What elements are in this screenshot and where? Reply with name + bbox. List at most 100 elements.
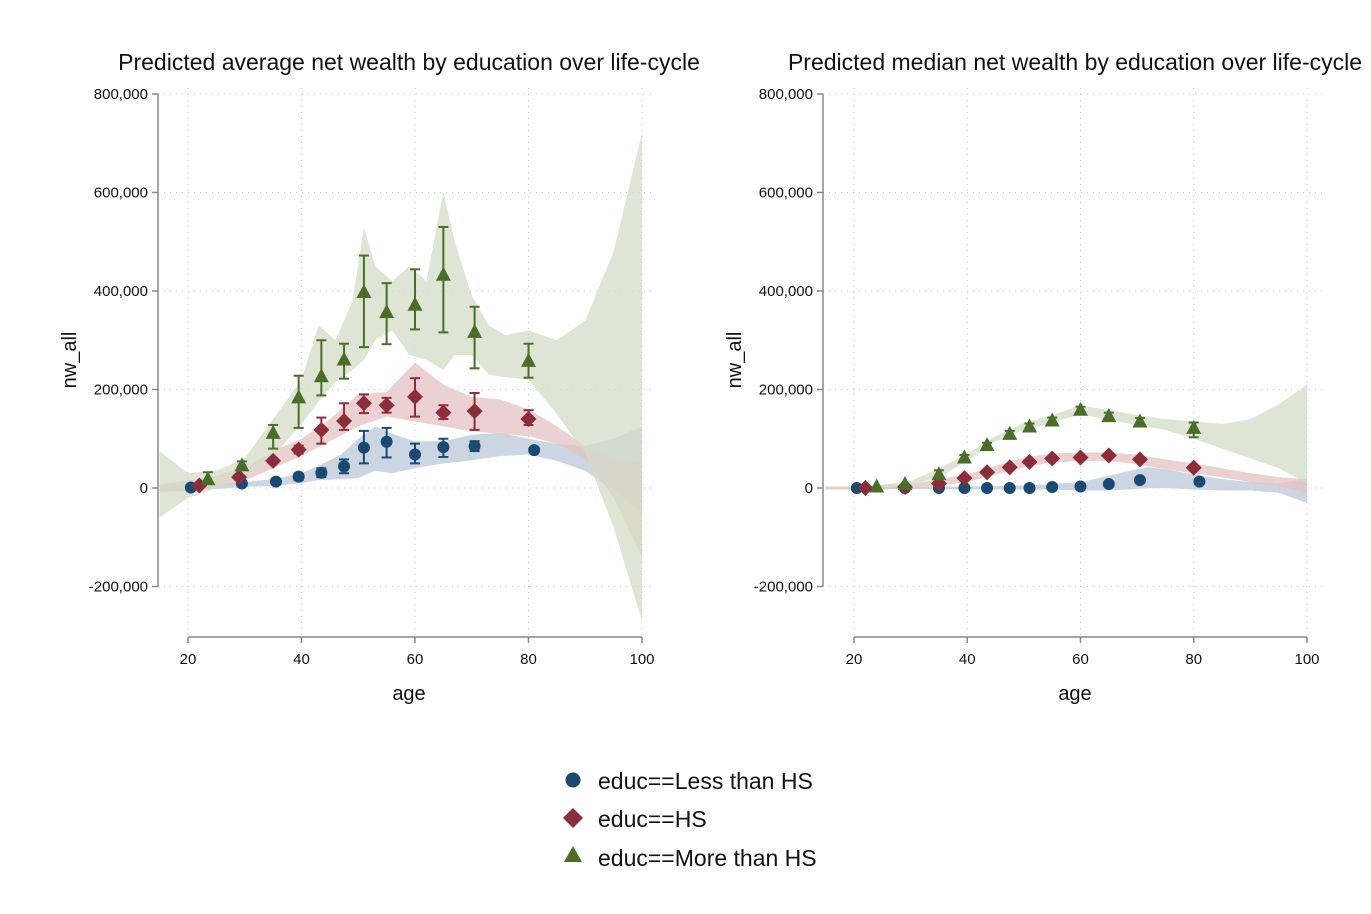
point-less-than-hs bbox=[528, 444, 541, 457]
chart-title: Predicted average net wealth by educatio… bbox=[118, 49, 700, 75]
point-hs bbox=[435, 404, 452, 421]
point-hs bbox=[956, 470, 973, 487]
band-hs bbox=[159, 362, 642, 557]
point-more-than-hs bbox=[379, 304, 395, 319]
chart-title: Predicted median net wealth by education… bbox=[788, 49, 1362, 75]
point-less-than-hs bbox=[357, 441, 370, 454]
point-more-than-hs bbox=[1101, 408, 1117, 423]
panel-median-net-wealth: Predicted median net wealth by education… bbox=[724, 49, 1362, 705]
point-more-than-hs bbox=[336, 351, 352, 366]
point-less-than-hs bbox=[1046, 481, 1059, 494]
point-more-than-hs bbox=[979, 437, 995, 452]
point-more-than-hs bbox=[265, 424, 281, 439]
y-tick-label: 200,000 bbox=[94, 382, 148, 399]
band-more-than-hs bbox=[825, 384, 1307, 489]
point-less-than-hs bbox=[1133, 474, 1146, 487]
x-tick-label: 40 bbox=[293, 651, 310, 668]
axes: -200,000 0 200,000 400,000 600,000 800,000 20 4… bbox=[89, 86, 655, 668]
point-hs bbox=[265, 452, 282, 469]
point-more-than-hs bbox=[1002, 425, 1018, 440]
band-more-than-hs bbox=[159, 133, 642, 621]
point-more-than-hs bbox=[1073, 401, 1088, 416]
point-hs bbox=[979, 464, 996, 481]
gridlines bbox=[823, 88, 1322, 637]
point-more-than-hs bbox=[1022, 418, 1038, 433]
point-hs bbox=[520, 411, 537, 428]
point-hs bbox=[378, 397, 395, 414]
x-axis-label: age bbox=[392, 683, 425, 705]
point-hs bbox=[336, 413, 353, 430]
point-more-than-hs bbox=[356, 283, 372, 298]
series-more-than-hs bbox=[869, 401, 1202, 493]
y-axis-label: nw_all bbox=[724, 332, 746, 389]
point-more-than-hs bbox=[200, 471, 216, 486]
point-hs bbox=[407, 388, 423, 405]
band-less-than-hs bbox=[825, 467, 1307, 503]
y-tick-label: 800,000 bbox=[94, 86, 148, 103]
point-less-than-hs bbox=[981, 482, 994, 494]
point-more-than-hs bbox=[467, 323, 483, 338]
point-less-than-hs bbox=[292, 470, 305, 483]
legend: educ==Less than HS educ==HS educ==More t… bbox=[563, 768, 817, 871]
point-less-than-hs bbox=[409, 448, 421, 461]
point-less-than-hs bbox=[380, 435, 393, 448]
point-hs bbox=[1021, 453, 1038, 470]
point-hs bbox=[313, 421, 330, 438]
point-hs bbox=[1100, 447, 1117, 464]
series-less-than-hs bbox=[184, 426, 541, 494]
point-more-than-hs bbox=[521, 352, 536, 367]
point-hs bbox=[1044, 450, 1061, 467]
x-tick-label: 80 bbox=[1185, 651, 1202, 668]
point-hs bbox=[857, 480, 874, 496]
point-less-than-hs bbox=[437, 441, 450, 454]
point-less-than-hs bbox=[269, 475, 282, 488]
x-tick-label: 100 bbox=[629, 651, 654, 668]
point-less-than-hs bbox=[338, 460, 351, 473]
point-less-than-hs bbox=[1193, 475, 1206, 488]
x-tick-label: 100 bbox=[1294, 651, 1319, 668]
y-tick-label: 600,000 bbox=[94, 185, 148, 202]
legend-marker-more-than-hs bbox=[564, 846, 582, 862]
point-more-than-hs bbox=[1186, 419, 1202, 434]
point-more-than-hs bbox=[956, 449, 972, 464]
y-tick-label: 400,000 bbox=[94, 283, 148, 300]
legend-marker-less-than-hs bbox=[565, 772, 581, 788]
band-less-than-hs bbox=[159, 426, 642, 513]
point-hs bbox=[290, 441, 307, 458]
y-tick-label: -200,000 bbox=[89, 579, 148, 596]
x-tick-label: 80 bbox=[520, 651, 537, 668]
series-hs bbox=[857, 447, 1202, 496]
point-more-than-hs bbox=[931, 466, 947, 481]
point-hs bbox=[466, 403, 483, 420]
point-less-than-hs bbox=[1102, 478, 1115, 491]
y-tick-label: -200,000 bbox=[754, 579, 813, 596]
point-less-than-hs bbox=[315, 466, 328, 479]
y-tick-label: 0 bbox=[805, 480, 813, 497]
point-more-than-hs bbox=[435, 266, 451, 281]
point-hs bbox=[355, 395, 372, 412]
legend-label-less-than-hs: educ==Less than HS bbox=[598, 768, 813, 794]
x-tick-label: 20 bbox=[846, 651, 863, 668]
point-less-than-hs bbox=[850, 482, 863, 494]
point-more-than-hs bbox=[897, 476, 913, 491]
axes: -200,000 0 200,000 400,000 600,000 800,000 20 4… bbox=[754, 86, 1320, 668]
legend-marker-hs bbox=[563, 808, 583, 828]
point-less-than-hs bbox=[1074, 480, 1087, 493]
point-less-than-hs bbox=[1003, 482, 1016, 494]
x-tick-label: 60 bbox=[1072, 651, 1089, 668]
confidence-bands bbox=[825, 384, 1307, 503]
point-hs bbox=[1001, 459, 1018, 476]
point-more-than-hs bbox=[869, 478, 885, 493]
point-more-than-hs bbox=[407, 296, 423, 311]
point-less-than-hs bbox=[1023, 482, 1036, 494]
point-more-than-hs bbox=[313, 368, 329, 383]
y-tick-label: 0 bbox=[140, 480, 148, 497]
series-more-than-hs bbox=[200, 225, 536, 486]
legend-label-hs: educ==HS bbox=[598, 806, 707, 832]
point-hs bbox=[1072, 449, 1089, 466]
point-less-than-hs bbox=[468, 440, 481, 453]
x-tick-label: 20 bbox=[180, 651, 197, 668]
point-hs bbox=[1185, 459, 1202, 476]
y-tick-label: 800,000 bbox=[759, 86, 813, 103]
